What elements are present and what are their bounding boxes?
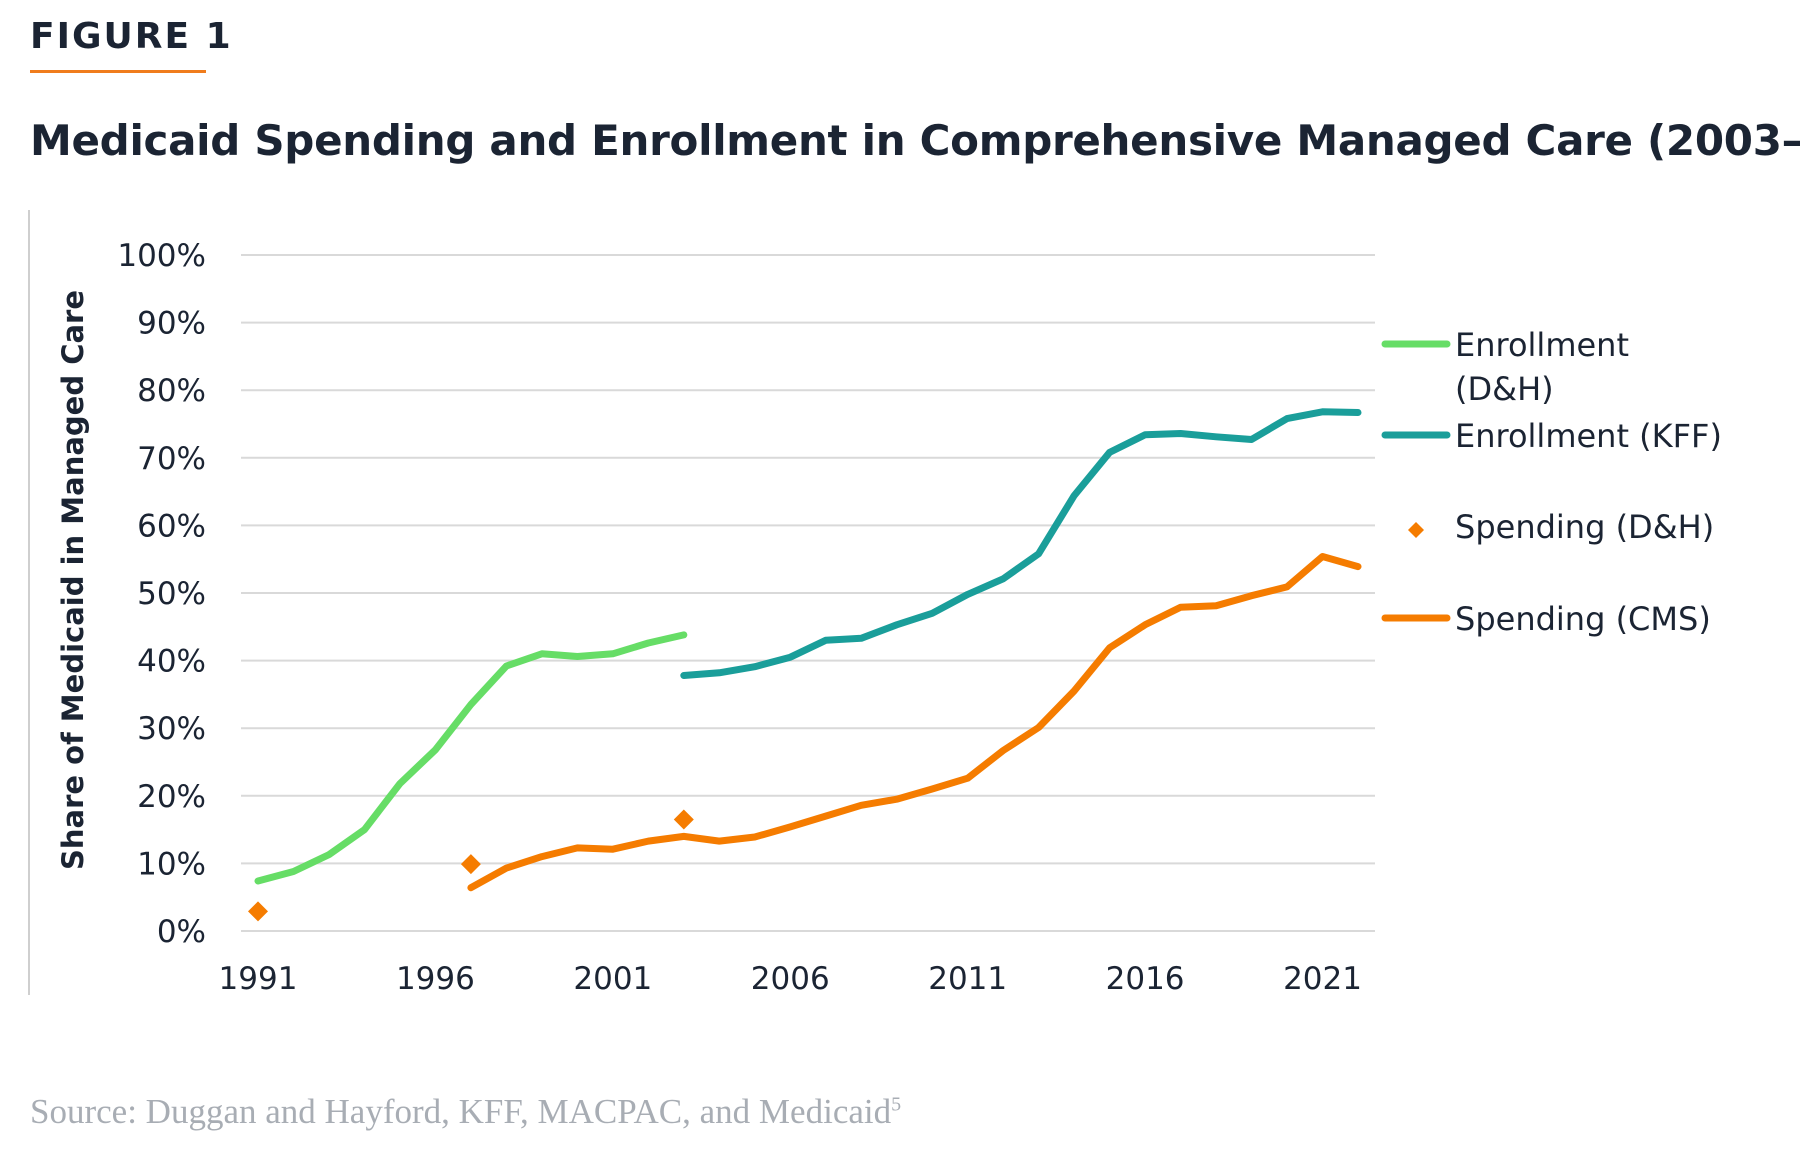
y-tick-label: 10% [137, 846, 206, 882]
x-tick-label: 2021 [1283, 961, 1362, 997]
series-layer [248, 408, 1362, 922]
x-tick-label: 1996 [396, 961, 475, 997]
series-enrollment-d-h [254, 631, 688, 885]
axis-ticks: 0% 10% 20% 30% 40% 50% 60% 70% 80% 90% 100% 1991 199… [117, 238, 1362, 997]
legend-label: Spending (D&H) [1455, 508, 1714, 546]
x-tick-label: 2011 [928, 961, 1007, 997]
legend: Enrollment (D&H) Enrollment (KFF) Spending … [1381, 326, 1722, 638]
series-line [467, 553, 1362, 892]
y-tick-label: 70% [137, 441, 206, 477]
legend-item: Spending (D&H) [1408, 508, 1714, 546]
legend-swatch [1408, 522, 1424, 538]
x-tick-label: 2001 [573, 961, 652, 997]
x-tick-label: 1991 [219, 961, 298, 997]
series-line [680, 408, 1362, 679]
legend-label: Spending (CMS) [1455, 600, 1711, 638]
series-spending-d-h [248, 809, 694, 922]
y-tick-label: 90% [137, 306, 206, 342]
chart-title: Medicaid Spending and Enrollment in Comp… [30, 116, 1800, 165]
y-tick-label: 80% [137, 373, 206, 409]
x-tick-label: 2006 [751, 961, 830, 997]
y-axis-label: Share of Medicaid in Managed Care [56, 290, 90, 870]
legend-item: Spending (CMS) [1381, 600, 1711, 638]
legend-item: Enrollment (D&H) [1381, 326, 1629, 408]
y-tick-label: 60% [137, 508, 206, 544]
source-footnote: 5 [891, 1093, 902, 1116]
diamond-marker [248, 901, 268, 922]
series-enrollment-kff [680, 408, 1362, 679]
chart: 0% 10% 20% 30% 40% 50% 60% 70% 80% 90% 100% 1991 199… [28, 210, 1722, 997]
figure-label: FIGURE 1 [30, 16, 233, 57]
grid-lines [241, 254, 1375, 932]
y-tick-label: 0% [157, 914, 206, 950]
figure-label-underline [30, 70, 206, 73]
y-tick-label: 100% [117, 238, 206, 274]
x-tick-label: 2016 [1106, 961, 1185, 997]
source-text: Source: Duggan and Hayford, KFF, MACPAC,… [30, 1092, 892, 1131]
y-tick-label: 40% [137, 644, 206, 680]
series-spending-cms [467, 553, 1362, 892]
legend-item: Enrollment (KFF) [1381, 417, 1722, 455]
legend-label: Enrollment [1455, 326, 1629, 364]
diamond-marker [673, 809, 694, 830]
y-tick-label: 50% [137, 576, 206, 612]
diamond-marker [460, 854, 481, 875]
y-tick-label: 20% [137, 779, 206, 815]
legend-label: (D&H) [1455, 370, 1554, 408]
legend-label: Enrollment (KFF) [1455, 417, 1722, 455]
y-tick-label: 30% [137, 711, 206, 747]
source-note: Source: Duggan and Hayford, KFF, MACPAC,… [30, 1092, 901, 1132]
